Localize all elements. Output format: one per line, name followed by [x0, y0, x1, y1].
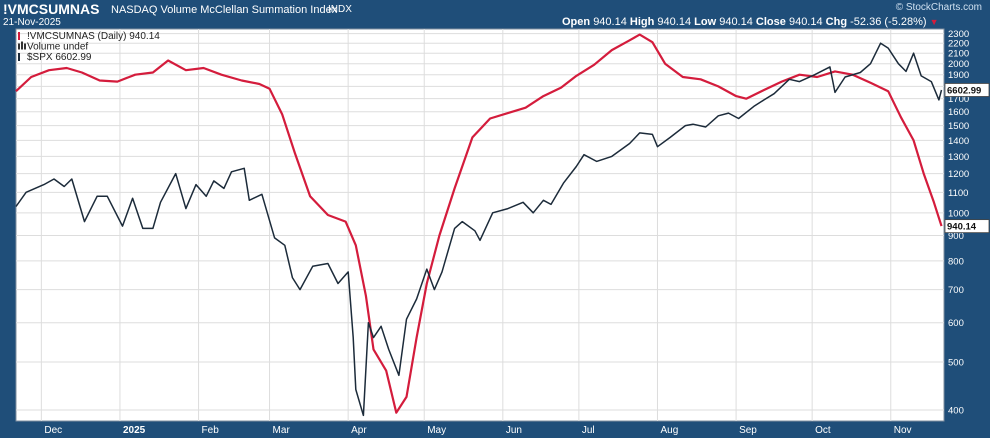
chart-description: NASDAQ Volume McClellan Summation Index: [111, 4, 338, 16]
low-label: Low: [694, 16, 717, 28]
legend-volume-icon: [24, 43, 26, 50]
chart-date: 21-Nov-2025: [3, 17, 61, 28]
ohlc-readout: Open 940.14 High 940.14 Low 940.14 Close…: [562, 16, 939, 28]
y-tick-label: 600: [948, 318, 964, 329]
y-tick-label: 1300: [948, 152, 969, 163]
y-tick-label: 1900: [948, 70, 969, 81]
close-label: Close: [755, 16, 786, 28]
open-label: Open: [562, 16, 591, 28]
y-tick-label: 2000: [948, 59, 969, 70]
x-tick-label: Dec: [44, 425, 62, 436]
last-value-label: 6602.99: [947, 85, 981, 96]
y-tick-label: 2200: [948, 39, 969, 50]
series-line-spx: [15, 42, 943, 417]
y-tick-label: 1500: [948, 121, 969, 132]
y-tick-label: 1100: [948, 188, 968, 199]
y-tick-label: 700: [948, 285, 964, 296]
x-tick-label: Feb: [202, 425, 220, 436]
change-value: -52.36 (-5.28%): [850, 16, 927, 28]
plot-area: [15, 28, 945, 422]
y-tick-label: 1000: [948, 208, 969, 219]
change-label: Chg: [825, 16, 848, 28]
legend-volume-icon: [18, 43, 20, 50]
chart-symbol: !VMCSUMNAS: [3, 1, 100, 17]
y-tick-label: 1600: [948, 107, 969, 118]
y-tick-label: 1200: [948, 169, 969, 180]
y-tick-label: 400: [948, 405, 964, 416]
legend-label: !VMCSUMNAS (Daily) 940.14: [27, 31, 160, 42]
x-tick-label: Aug: [660, 425, 678, 436]
x-tick-label: Oct: [815, 425, 831, 436]
x-tick-label: Jul: [582, 425, 595, 436]
x-tick-label: Jun: [506, 425, 522, 436]
high-label: High: [629, 16, 655, 28]
y-tick-label: 2300: [948, 29, 969, 40]
last-value-box: [944, 83, 990, 97]
legend-label: $SPX 6602.99: [27, 52, 92, 63]
x-tick-label: 2025: [123, 425, 146, 436]
x-tick-label: Sep: [739, 425, 757, 436]
y-tick-label: 800: [948, 256, 964, 267]
y-tick-label: 900: [948, 231, 964, 242]
last-value-box: [944, 219, 990, 234]
x-tick-label: May: [427, 425, 446, 436]
high-value: 940.14: [657, 16, 692, 28]
legend-volume-icon: [21, 41, 23, 50]
last-value-label: 940.14: [947, 222, 977, 233]
legend-label: Volume undef: [27, 42, 88, 53]
open-value: 940.14: [593, 16, 627, 28]
y-tick-label: 2100: [948, 49, 969, 60]
y-tick-label: 1700: [948, 94, 969, 105]
x-tick-label: Apr: [351, 425, 367, 436]
change-down-icon: ▼: [929, 17, 939, 27]
y-tick-label: 1400: [948, 136, 969, 147]
series-line-vmcsumnas: [15, 33, 943, 414]
low-value: 940.14: [719, 16, 753, 28]
brand-watermark: © StockCharts.com: [895, 2, 982, 13]
y-tick-label: 500: [948, 357, 964, 368]
x-tick-label: Nov: [894, 425, 912, 436]
x-tick-label: Mar: [273, 425, 291, 436]
chart-exchange: INDX: [328, 4, 352, 15]
close-value: 940.14: [788, 16, 823, 28]
